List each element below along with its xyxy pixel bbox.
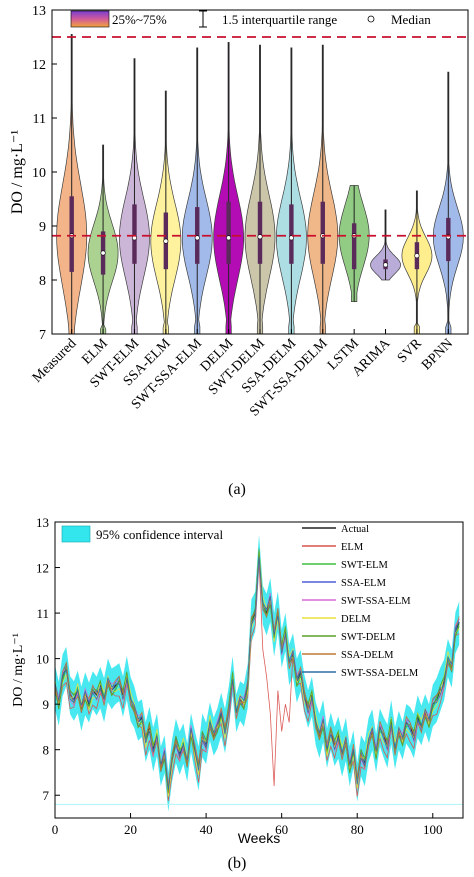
x-tick-label: Measured [30,336,80,386]
series-line-swt-delm [54,549,460,794]
median-icon [367,15,375,23]
iqr-box [226,201,231,264]
x-axis-label-b: Weeks [238,830,281,846]
legend-label: ELM [341,542,364,553]
y-tick-label: 7 [39,328,46,343]
iqr-box [289,204,294,264]
y-axis-b: 7 8 9 10 11 12 13 [36,515,60,803]
violin-elm [87,144,119,335]
legend-label: DELM [341,614,371,625]
median-dot [100,250,106,256]
violin-swt-ssa-delm [307,44,339,335]
legend-box-label: 25%~75% [112,12,167,27]
series-legend: Actual ELM SWT-ELM SSA-ELM SWT-SSA-ELM DELM SW… [302,524,419,679]
legend-label: Actual [341,524,369,535]
y-axis-a: 7 8 9 10 11 12 13 [32,4,57,343]
legend-item-delm: DELM [302,614,371,625]
median-dot [288,235,294,241]
median-dot [163,238,169,244]
y-tick-label: 13 [36,515,49,530]
y-tick-label: 12 [32,58,46,73]
iqr-box [351,223,357,270]
y-axis-label-b: DO / mg·L⁻¹ [11,633,26,707]
legend-item-ssa-elm: SSA-ELM [302,578,387,589]
violin-ssa-elm [150,90,182,335]
median-dot [226,235,232,241]
violin-bpnn [432,71,464,335]
x-tick-label: 20 [124,822,137,837]
x-tick-label: BPNN [419,336,456,373]
x-axis-b: 0 20 40 60 80 100 [52,813,443,837]
iqr-box [132,204,137,264]
panel-b-caption: (b) [228,855,247,872]
whisker-icon [199,10,207,28]
y-tick-label: 11 [36,606,49,621]
y-tick-label: 12 [36,561,49,576]
legend-item-swt-ssa-delm: SWT-SSA-DELM [302,668,419,679]
violin-swt-ssa-elm [181,47,213,335]
violin-measured [56,33,88,335]
ci-legend-label: 95% confidence interval [96,527,223,542]
median-dot [414,253,420,259]
y-tick-label: 10 [36,652,49,667]
x-tick-label: 40 [200,822,213,837]
y-tick-label: 8 [39,274,46,289]
plot-frame-b [54,521,464,819]
violin-chart: 7 8 9 10 11 12 13 Measured ELMSWT-ELMSSA-ELMSWT… [9,4,469,420]
reference-lines [52,36,468,237]
y-axis-label-a: DO / mg·L⁻¹ [9,130,26,215]
violin-swt-delm [244,44,276,335]
y-tick-label: 8 [43,743,50,758]
y-tick-label: 9 [43,697,50,712]
panel-a-caption: (a) [228,481,246,498]
x-tick-label: 80 [351,822,364,837]
y-tick-label: 10 [32,166,46,181]
legend-item-swt-elm: SWT-ELM [302,560,389,571]
series-line-swt-ssa-delm [54,556,460,790]
violin-lstm [338,185,370,302]
violin-series [56,33,464,335]
median-dot [194,235,200,241]
line-chart: 7 8 9 10 11 12 13 0 20 40 60 80 100 Weeks DO / mg·L… [11,515,464,846]
iqr-box [257,201,263,264]
legend-item-actual: Actual [302,524,369,535]
legend-label: SWT-DELM [341,632,396,643]
x-tick-label: 100 [423,822,443,837]
x-axis-a: Measured ELMSWT-ELMSSA-ELMSWT-SSA-ELMDELM… [30,329,456,420]
legend-item-swt-ssa-elm: SWT-SSA-ELM [302,596,411,607]
legend-label: SWT-ELM [341,560,389,571]
violin-arima [370,209,401,281]
x-tick-label: 0 [52,822,59,837]
legend-item-elm: ELM [302,542,364,553]
legend-label: SWT-SSA-ELM [341,596,411,607]
violin-delm [213,42,245,335]
median-dot [383,262,389,268]
median-dot [257,234,263,240]
legend-label: SSA-ELM [341,578,387,589]
y-tick-label: 7 [43,788,50,803]
legend-a: 25%~75% 1.5 interquartile range Median [70,10,431,28]
legend-median-label: Median [391,12,431,27]
legend-item-swt-delm: SWT-DELM [302,632,396,643]
y-tick-label: 9 [39,220,46,235]
line-series [54,548,460,801]
ci-swatch [61,525,91,543]
iqr-box [320,201,325,264]
legend-item-ssa-delm: SSA-DELM [302,650,394,661]
legend-label: SSA-DELM [341,650,394,661]
violin-svr [401,190,433,335]
legend-whisker-label: 1.5 interquartile range [222,12,337,27]
y-tick-label: 11 [33,112,46,127]
box-swatch [70,10,110,28]
violin-swt-elm [119,58,150,335]
x-tick-label: 60 [275,822,288,837]
y-tick-label: 13 [32,4,46,19]
ci-legend: 95% confidence interval [61,525,223,543]
iqr-box [446,217,451,262]
legend-label: SWT-SSA-DELM [341,668,419,679]
violin-ssa-delm [276,47,307,335]
